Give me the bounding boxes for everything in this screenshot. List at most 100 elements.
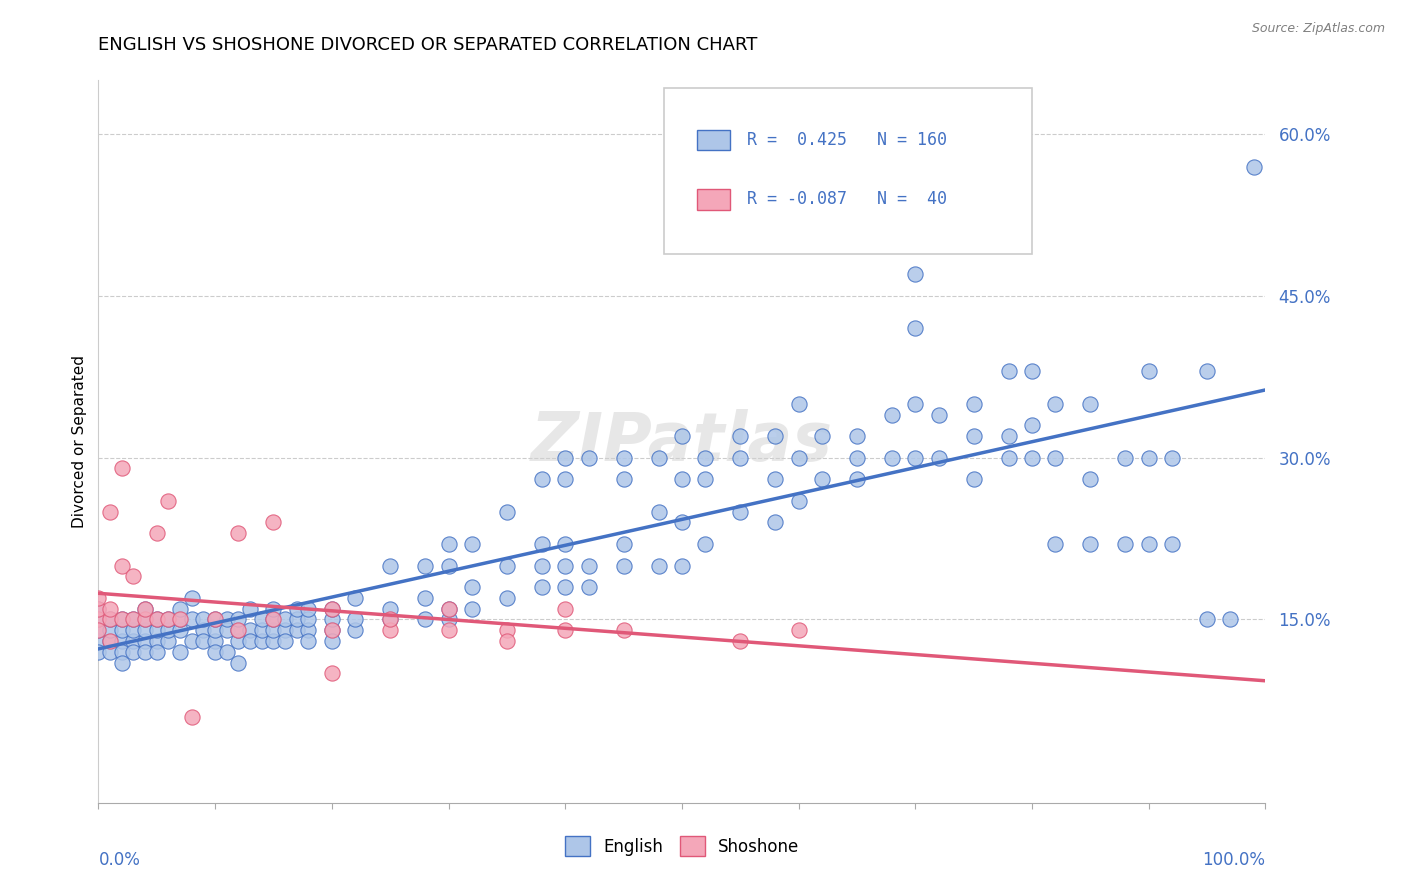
Point	[250, 634, 273, 648]
Point	[647, 450, 669, 465]
Point	[204, 612, 226, 626]
Point	[321, 624, 343, 638]
Point	[613, 450, 636, 465]
Point	[262, 601, 284, 615]
Point	[87, 645, 110, 659]
Point	[496, 634, 519, 648]
Point	[204, 634, 226, 648]
Point	[87, 601, 110, 615]
Point	[228, 624, 250, 638]
Point	[1243, 160, 1265, 174]
Point	[962, 472, 984, 486]
Point	[413, 558, 436, 573]
Point	[730, 505, 752, 519]
Point	[380, 612, 402, 626]
Point	[146, 624, 169, 638]
Point	[904, 268, 927, 282]
Point	[647, 558, 669, 573]
Point	[193, 624, 215, 638]
Point	[111, 634, 134, 648]
Point	[846, 472, 869, 486]
Point	[228, 624, 250, 638]
Point	[962, 429, 984, 443]
Point	[730, 634, 752, 648]
Text: Source: ZipAtlas.com: Source: ZipAtlas.com	[1251, 22, 1385, 36]
Point	[157, 634, 180, 648]
Point	[321, 624, 343, 638]
Point	[122, 645, 145, 659]
Point	[554, 558, 576, 573]
Point	[530, 558, 553, 573]
Point	[98, 634, 121, 648]
Point	[111, 645, 134, 659]
Point	[1114, 537, 1136, 551]
Point	[846, 450, 869, 465]
Point	[98, 612, 121, 626]
Point	[321, 601, 343, 615]
Point	[204, 645, 226, 659]
Point	[344, 612, 367, 626]
Point	[122, 624, 145, 638]
Point	[193, 612, 215, 626]
Point	[1161, 537, 1184, 551]
Point	[239, 634, 262, 648]
Point	[87, 612, 110, 626]
Point	[146, 612, 169, 626]
Text: 100.0%: 100.0%	[1202, 851, 1265, 870]
Point	[811, 429, 834, 443]
Point	[787, 493, 810, 508]
Point	[98, 634, 121, 648]
Point	[554, 472, 576, 486]
Point	[98, 645, 121, 659]
Point	[111, 612, 134, 626]
Point	[262, 634, 284, 648]
Point	[1195, 364, 1218, 378]
Point	[554, 450, 576, 465]
Point	[1045, 397, 1067, 411]
Point	[437, 558, 460, 573]
Point	[204, 612, 226, 626]
Point	[146, 526, 169, 541]
Point	[297, 601, 319, 615]
Point	[763, 472, 786, 486]
Point	[496, 558, 519, 573]
Point	[904, 450, 927, 465]
Point	[380, 601, 402, 615]
Point	[413, 612, 436, 626]
Point	[554, 537, 576, 551]
Point	[215, 612, 238, 626]
Point	[98, 624, 121, 638]
Text: 0.0%: 0.0%	[98, 851, 141, 870]
Point	[695, 450, 717, 465]
Point	[134, 601, 156, 615]
Point	[262, 624, 284, 638]
Point	[274, 634, 297, 648]
Point	[87, 601, 110, 615]
Point	[763, 516, 786, 530]
Point	[613, 472, 636, 486]
Point	[880, 450, 903, 465]
Point	[413, 591, 436, 605]
Point	[111, 612, 134, 626]
Point	[997, 364, 1019, 378]
Point	[1195, 612, 1218, 626]
Point	[169, 645, 191, 659]
Point	[215, 624, 238, 638]
Point	[928, 408, 950, 422]
Point	[274, 624, 297, 638]
Point	[461, 580, 484, 594]
Point	[380, 624, 402, 638]
Point	[111, 624, 134, 638]
Point	[613, 537, 636, 551]
Point	[1161, 450, 1184, 465]
Point	[344, 624, 367, 638]
Point	[496, 505, 519, 519]
Point	[671, 558, 693, 573]
Point	[1080, 537, 1102, 551]
FancyBboxPatch shape	[697, 189, 730, 210]
Point	[787, 624, 810, 638]
Point	[228, 656, 250, 670]
Point	[344, 591, 367, 605]
Point	[928, 450, 950, 465]
Point	[1137, 450, 1160, 465]
